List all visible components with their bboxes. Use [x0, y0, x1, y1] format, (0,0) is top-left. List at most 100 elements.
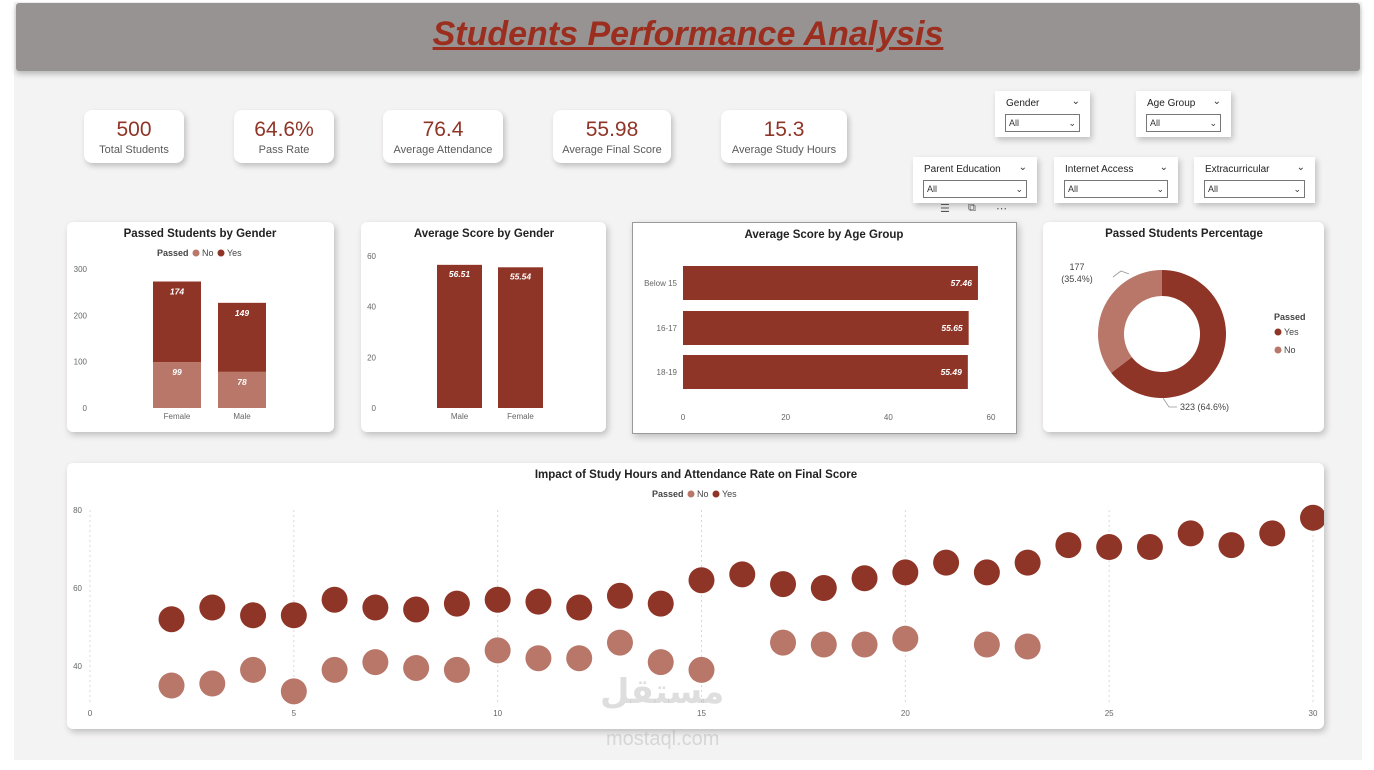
bar-no-male[interactable]	[218, 371, 266, 408]
point-no[interactable]	[973, 631, 1000, 658]
point-yes[interactable]	[973, 559, 1000, 586]
y-tick-label: 100	[74, 358, 88, 367]
point-no[interactable]	[280, 678, 307, 705]
point-yes[interactable]	[362, 594, 389, 621]
slicer-dropdown[interactable]: All ⌄	[1146, 114, 1221, 132]
legend: Passed No Yes	[652, 489, 737, 499]
point-no[interactable]	[647, 649, 674, 676]
chevron-down-icon[interactable]: ⌄	[1159, 162, 1168, 173]
legend-yes-label: Yes	[722, 489, 737, 499]
point-no[interactable]	[810, 631, 837, 658]
slicer-internet-access[interactable]: Internet Access ⌄ All ⌄	[1054, 157, 1178, 203]
point-no[interactable]	[158, 672, 185, 699]
more-options-icon[interactable]: ⋯	[996, 203, 1007, 215]
focus-mode-icon[interactable]: ⧉	[968, 202, 976, 214]
point-yes[interactable]	[647, 590, 674, 617]
chart-title: Average Score by Age Group	[745, 229, 904, 241]
point-yes[interactable]	[1055, 532, 1082, 559]
kpi-pass-rate: 64.6% Pass Rate	[234, 110, 334, 163]
point-no[interactable]	[321, 656, 348, 683]
slicer-dropdown[interactable]: All ⌄	[1005, 114, 1080, 132]
bar-16-17[interactable]	[683, 311, 969, 345]
chart-title: Passed Students Percentage	[1105, 228, 1263, 240]
slicer-dropdown[interactable]: All ⌄	[1204, 180, 1305, 198]
slicer-dropdown[interactable]: All ⌄	[1064, 180, 1168, 198]
chevron-down-icon[interactable]: ⌄	[1018, 162, 1027, 173]
point-yes[interactable]	[770, 571, 797, 598]
point-yes[interactable]	[158, 606, 185, 633]
x-tick-label: 20	[781, 413, 790, 422]
filter-icon[interactable]: ☰	[940, 203, 950, 215]
point-yes[interactable]	[1177, 520, 1204, 547]
point-no[interactable]	[443, 656, 470, 683]
bar-18-19[interactable]	[683, 355, 968, 389]
slicer-value: All	[1068, 184, 1079, 194]
point-yes[interactable]	[810, 575, 837, 601]
bar-no-female[interactable]	[153, 362, 201, 408]
slicer-age-group[interactable]: Age Group ⌄ All ⌄	[1136, 91, 1231, 137]
point-no[interactable]	[362, 649, 389, 676]
point-yes[interactable]	[443, 590, 470, 617]
point-no[interactable]	[688, 656, 715, 683]
x-tick-label: Male	[233, 412, 251, 421]
point-yes[interactable]	[729, 561, 756, 588]
x-tick-label: Female	[507, 412, 534, 421]
leader-line-no	[1112, 270, 1130, 278]
point-no[interactable]	[1014, 633, 1041, 660]
slicer-dropdown[interactable]: All ⌄	[923, 180, 1027, 198]
legend-no-marker	[687, 490, 695, 498]
chevron-down-icon: ⌄	[1015, 184, 1023, 194]
point-yes[interactable]	[688, 567, 715, 594]
point-yes[interactable]	[1014, 549, 1041, 576]
kpi-value: 55.98	[585, 118, 639, 141]
point-yes[interactable]	[1136, 534, 1163, 561]
slice-label-no-count: 177	[1069, 262, 1084, 272]
point-yes[interactable]	[240, 602, 267, 629]
point-no[interactable]	[199, 670, 226, 697]
chevron-down-icon[interactable]: ⌄	[1296, 162, 1305, 173]
point-no[interactable]	[403, 654, 430, 681]
bar-below-15[interactable]	[683, 266, 978, 300]
point-no[interactable]	[566, 645, 593, 672]
bar-male[interactable]	[437, 264, 482, 408]
point-no[interactable]	[484, 637, 511, 664]
kpi-label: Average Attendance	[393, 144, 493, 156]
point-no[interactable]	[851, 631, 878, 658]
point-yes[interactable]	[933, 549, 960, 576]
chevron-down-icon[interactable]: ⌄	[1212, 96, 1221, 107]
point-yes[interactable]	[1259, 520, 1286, 547]
point-yes[interactable]	[321, 586, 348, 613]
point-yes[interactable]	[280, 602, 307, 629]
slicer-extracurricular[interactable]: Extracurricular ⌄ All ⌄	[1194, 157, 1315, 203]
point-no[interactable]	[525, 645, 552, 672]
slice-no[interactable]	[1098, 270, 1162, 373]
point-yes[interactable]	[484, 586, 511, 613]
point-yes[interactable]	[1096, 534, 1123, 561]
slicer-gender[interactable]: Gender ⌄ All ⌄	[995, 91, 1090, 137]
point-yes[interactable]	[1300, 504, 1324, 531]
point-yes[interactable]	[566, 594, 593, 621]
slice-yes[interactable]	[1111, 270, 1226, 398]
bar-female[interactable]	[498, 267, 543, 408]
point-yes[interactable]	[892, 559, 919, 586]
point-yes[interactable]	[606, 582, 633, 609]
point-yes[interactable]	[525, 588, 552, 615]
y-tick-label: 60	[367, 252, 376, 261]
slicer-parent-education[interactable]: Parent Education ⌄ All ⌄	[913, 157, 1037, 203]
bar-yes-female[interactable]	[153, 281, 201, 363]
point-no[interactable]	[892, 625, 919, 652]
legend-yes-marker	[217, 249, 225, 257]
x-tick-label: 60	[987, 413, 996, 422]
point-no[interactable]	[240, 656, 267, 683]
point-no[interactable]	[770, 629, 797, 656]
kpi-average-final-score: 55.98 Average Final Score	[553, 110, 671, 163]
point-no[interactable]	[606, 629, 633, 656]
bar-yes-male[interactable]	[218, 302, 266, 372]
point-yes[interactable]	[403, 596, 430, 623]
point-yes[interactable]	[199, 594, 226, 621]
chevron-down-icon: ⌄	[1068, 118, 1076, 128]
point-yes[interactable]	[851, 565, 878, 592]
chevron-down-icon[interactable]: ⌄	[1071, 96, 1080, 107]
point-yes[interactable]	[1218, 532, 1245, 559]
data-label: 55.65	[941, 323, 963, 333]
